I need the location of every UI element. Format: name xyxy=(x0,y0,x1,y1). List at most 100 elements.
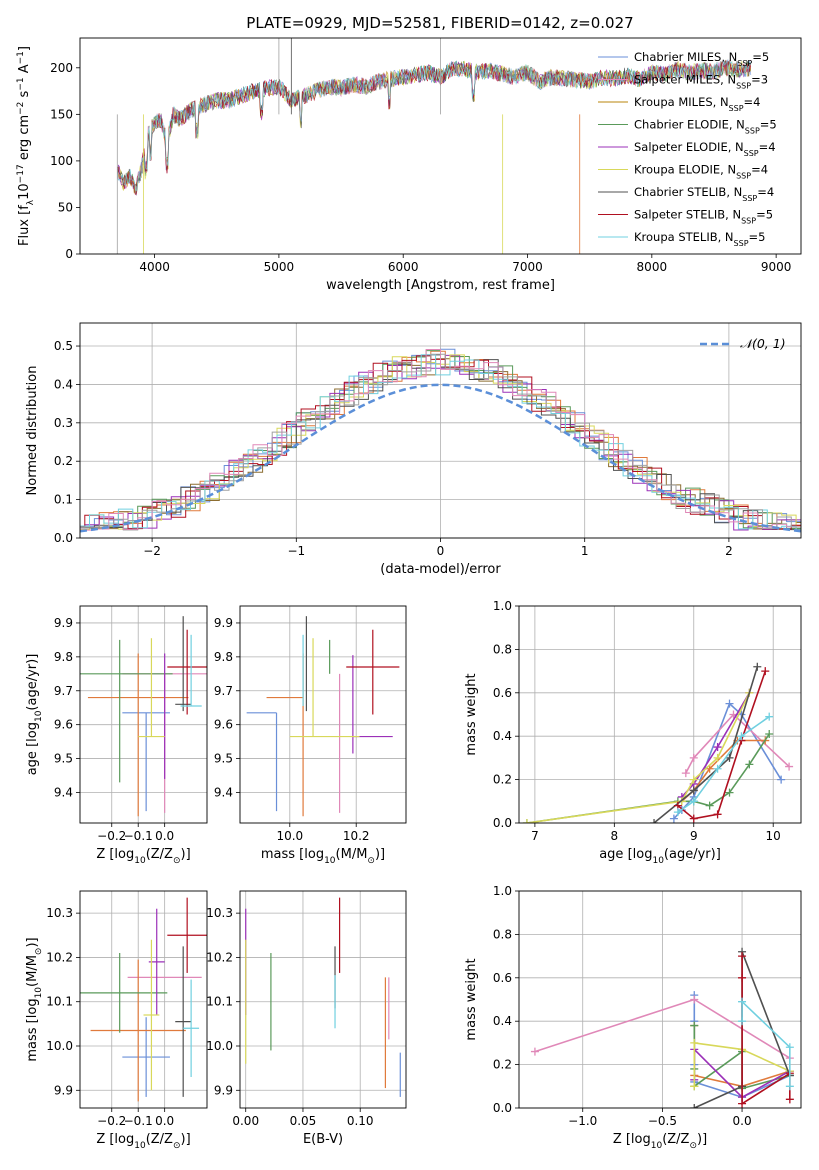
label-part: ⊙ xyxy=(173,1141,181,1151)
y-tick-label: 9.6 xyxy=(214,718,233,732)
label-part: Z [log xyxy=(96,847,134,862)
label-part: Flux [f xyxy=(17,205,32,246)
panel-mass-weight-vs-Z: −1.0 −0.5 0.0 0.0 0.2 0.4 0.6 0.8 1.0 Z [log10(Z/… xyxy=(464,884,802,1151)
legend-suffix: =5 xyxy=(756,208,773,222)
axes-frame xyxy=(239,890,407,1109)
weight-marker xyxy=(738,973,747,982)
x-tick-label: 2 xyxy=(725,544,733,558)
label-part: 10 xyxy=(17,183,32,200)
x-axis-label: Z [log10(Z/Z⊙)] xyxy=(96,847,190,866)
weight-marker xyxy=(738,1017,747,1026)
weight-marker xyxy=(530,1047,539,1056)
weight-line xyxy=(693,1041,791,1087)
legend-label: Chabrier ELODIE, NSSP=5 xyxy=(634,118,777,136)
axes-frame xyxy=(518,605,802,824)
y-axis-label: Flux [fλ10−17 erg cm−2 s−1 A−1] xyxy=(16,46,36,246)
weight-marker xyxy=(753,662,762,671)
weight-marker xyxy=(522,819,531,823)
legend-text: Salpeter ELODIE, N xyxy=(634,140,744,154)
y-tick-label: 0.2 xyxy=(493,1058,512,1072)
y-tick-label: 0.4 xyxy=(493,729,512,743)
y-tick-label: 0.3 xyxy=(54,416,73,430)
label-part: 10 xyxy=(134,1141,146,1151)
histogram-step xyxy=(80,350,801,529)
y-tick-label: 0.4 xyxy=(54,377,73,391)
panel-mass-vs-EBV: 0.00 0.05 0.10 9.9 10.0 10.1 10.2 10.3 E(B-V) xyxy=(206,890,407,1147)
x-tick-label: 10.0 xyxy=(276,829,303,843)
label-part: )] xyxy=(181,1132,191,1147)
weight-marker xyxy=(785,1043,794,1052)
label-part: erg cm xyxy=(17,115,32,164)
legend-label: Kroupa MILES, NSSP=4 xyxy=(634,95,760,113)
legend-suffix: =3 xyxy=(751,73,768,87)
label-part: 10 xyxy=(134,856,146,866)
y-tick-label: 0.2 xyxy=(54,454,73,468)
weight-marker xyxy=(689,753,698,762)
y-tick-label: 9.6 xyxy=(54,718,73,732)
plot-area xyxy=(245,897,401,1097)
weight-marker xyxy=(713,810,722,819)
x-tick-label: 0.00 xyxy=(232,1114,259,1128)
label-part: Z [log xyxy=(96,1132,134,1147)
label-part: (M/M xyxy=(336,847,368,862)
x-tick-label: 0.0 xyxy=(155,1114,174,1128)
weight-marker xyxy=(745,760,754,769)
y-tick-label: 200 xyxy=(50,61,73,75)
label-part: (age/yr)] xyxy=(664,847,721,862)
x-tick-label: 0 xyxy=(437,544,445,558)
y-axis-label: mass weight xyxy=(464,673,479,755)
weight-marker xyxy=(725,788,734,797)
weight-marker xyxy=(690,1082,699,1091)
y-tick-label: 10.1 xyxy=(46,995,73,1009)
x-tick-label: 6000 xyxy=(388,260,419,274)
y-axis-label: mass weight xyxy=(464,958,479,1040)
y-tick-label: 0.0 xyxy=(493,816,512,830)
legend-label: 𝒩(0, 1) xyxy=(740,336,786,351)
x-tick-label: −0.1 xyxy=(124,1114,153,1128)
figure-title: PLATE=0929, MJD=52581, FIBERID=0142, z=0… xyxy=(246,14,633,32)
plot-area xyxy=(80,616,207,817)
x-tick-label: −0.1 xyxy=(124,829,153,843)
label-part: ⊙ xyxy=(173,856,181,866)
x-tick-label: 10.2 xyxy=(343,829,370,843)
label-part: 10 xyxy=(651,1141,663,1151)
y-tick-label: 0.0 xyxy=(54,531,73,545)
label-part: 10 xyxy=(652,856,664,866)
y-tick-label: 100 xyxy=(50,154,73,168)
y-tick-label: 10.3 xyxy=(206,906,233,920)
legend-sub: SSP xyxy=(745,126,760,135)
legend-text: Kroupa STELIB, N xyxy=(634,230,734,244)
legend-sub: SSP xyxy=(736,171,751,180)
weight-line xyxy=(673,702,782,820)
histogram-step xyxy=(80,349,801,531)
x-tick-label: 0.0 xyxy=(733,1114,752,1128)
label-part: age [log xyxy=(599,847,652,862)
label-part: −1 xyxy=(16,51,26,64)
y-tick-label: 1.0 xyxy=(493,599,512,613)
y-tick-label: 0.2 xyxy=(493,773,512,787)
x-tick-label: 9000 xyxy=(761,260,792,274)
x-tick-label: 4000 xyxy=(139,260,170,274)
y-tick-label: 10.0 xyxy=(206,1039,233,1053)
y-tick-label: 9.9 xyxy=(214,616,233,630)
legend-label: Kroupa ELODIE, NSSP=4 xyxy=(634,163,768,181)
x-tick-label: 7000 xyxy=(512,260,543,274)
x-axis-label: E(B-V) xyxy=(303,1132,343,1147)
label-part: (age/yr)] xyxy=(25,654,40,711)
label-part: −2 xyxy=(16,102,26,115)
legend-suffix: =5 xyxy=(752,50,769,64)
y-tick-label: 9.4 xyxy=(54,785,73,799)
legend-label: Salpeter STELIB, NSSP=5 xyxy=(634,208,773,226)
weight-marker xyxy=(669,814,678,823)
plot-area xyxy=(246,616,400,817)
weight-marker xyxy=(673,808,682,817)
x-tick-label: 1 xyxy=(581,544,589,558)
x-tick-label: −0.2 xyxy=(97,829,126,843)
y-tick-label: 0.5 xyxy=(54,339,73,353)
plot-area xyxy=(530,947,794,1108)
y-tick-label: 0 xyxy=(65,247,73,261)
label-part: (Z/Z xyxy=(146,1132,173,1147)
weight-marker xyxy=(785,1095,794,1104)
